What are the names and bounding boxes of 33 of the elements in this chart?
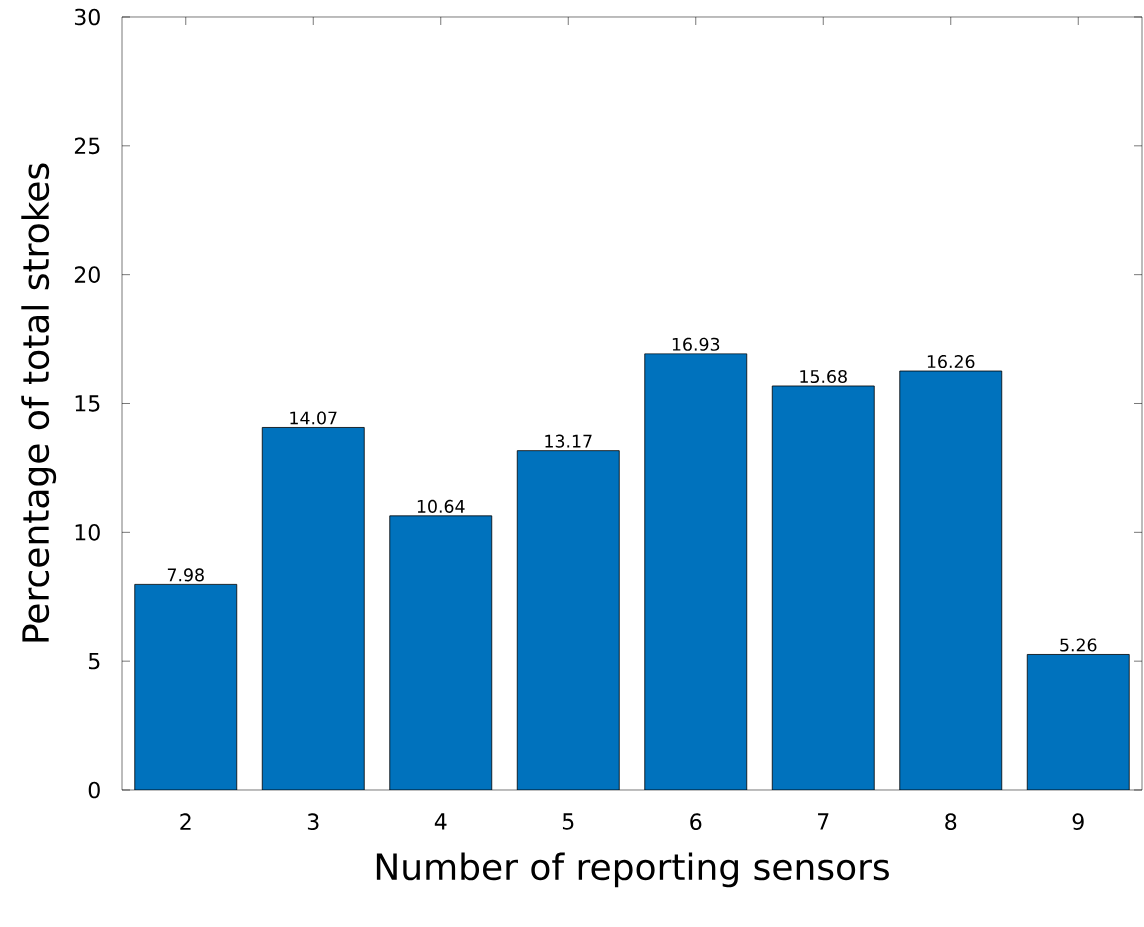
data-label: 10.64 [417,499,465,513]
bar [134,584,237,790]
y-tick-label: 30 [74,8,100,26]
x-tick-label: 5 [562,813,574,830]
bar [899,371,1002,790]
y-tick-label: 15 [75,395,100,412]
data-label: 13.17 [545,434,592,448]
y-tick-label: 20 [74,266,100,283]
x-axis-title: Number of reporting sensors [376,852,889,888]
y-tick-label: 10 [75,524,100,541]
data-label: 14.07 [290,411,337,425]
data-label: 5.26 [1060,638,1097,652]
x-tick-label: 2 [180,813,191,830]
bar [1026,654,1130,790]
bar [517,450,620,790]
x-tick-label: 7 [818,813,829,830]
bar [389,515,492,790]
data-label: 7.98 [167,568,204,582]
data-label: 15.68 [800,369,847,384]
x-tick-label: 3 [307,813,319,831]
bar [772,385,875,790]
data-label: 16.93 [672,337,720,351]
bar [644,353,747,790]
y-tick-label: 5 [88,652,100,670]
bar [262,427,365,790]
y-tick-label: 25 [74,137,100,155]
x-tick-label: 4 [434,813,447,830]
x-tick-label: 6 [690,813,702,831]
y-axis-title: Percentage of total strokes [21,163,57,642]
x-tick-label: 9 [1072,813,1084,831]
data-label: 16.26 [927,354,975,369]
y-tick-label: 0 [88,781,100,799]
x-tick-label: 8 [945,813,957,831]
